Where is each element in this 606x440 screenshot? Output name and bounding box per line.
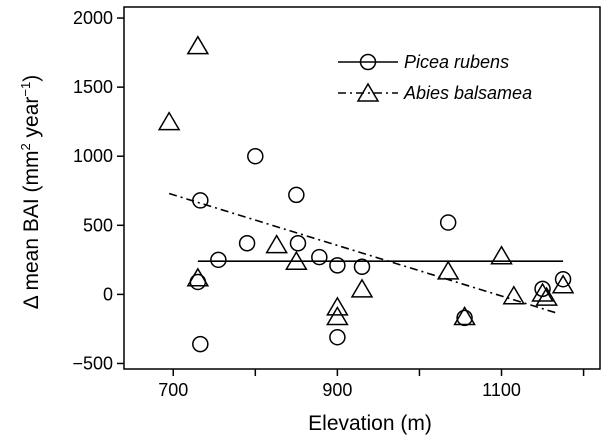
y-axis-title-part: year [20,97,43,144]
abies-point [285,250,308,270]
x-tick-label: 700 [158,380,188,400]
picea-point [353,258,371,276]
abies-point [436,260,460,280]
y-axis-title-part: 2 [18,143,33,150]
y-axis-title: Δ mean BAI (mm2 year−1) [18,75,43,309]
data-points [157,35,575,353]
plot-frame [123,6,601,370]
x-tick-label: 900 [322,380,352,400]
y-axis-title-part: ) [20,75,43,82]
abies-point [453,306,476,326]
abies-legend-label: Abies balsamea [403,83,532,103]
picea-point [439,214,457,231]
y-tick-label: 500 [83,215,113,235]
picea-point [311,248,328,266]
abies-point [326,306,349,326]
picea-point [192,192,209,209]
legend: Picea rubens Abies balsamea [338,52,532,103]
y-tick-label: 2000 [73,8,113,28]
y-tick-label: 0 [103,284,113,304]
abies-point [531,282,554,302]
y-axis-title-part: Δ mean BAI (mm [20,151,43,310]
picea-point [192,335,209,353]
y-tick-label: 1000 [73,146,113,166]
picea-point [289,235,307,252]
picea-point [554,270,572,288]
picea-legend-marker [359,53,377,71]
abies-point [502,285,526,305]
picea-point [238,235,256,252]
picea-point [329,257,346,274]
abies-point [326,296,349,316]
picea-legend-label: Picea rubens [404,52,509,72]
fit-lines [168,192,564,315]
y-tick-label: 1500 [73,77,113,97]
abies-point [265,234,288,254]
axes: −500 0 500 1000 1500 2000 700 900 1100 Elevation … [18,6,601,435]
picea-point [456,309,473,327]
x-axis-title: Elevation (m) [308,412,432,435]
abies-point [186,267,210,287]
abies-point [350,278,374,298]
abies-point [490,245,513,265]
abies-point [551,274,575,294]
x-tick-label: 1100 [482,380,521,400]
picea-point [288,186,305,204]
abies-point [157,111,181,131]
abies-legend-marker [356,82,380,102]
abies-point [535,286,558,306]
y-tick-label: −500 [72,353,113,373]
y-axis-title-part: −1 [18,82,33,97]
abies-fit-line [168,192,560,315]
picea-point [210,251,227,269]
picea-point [329,328,346,346]
abies-point [186,35,210,55]
picea-point [247,147,264,165]
